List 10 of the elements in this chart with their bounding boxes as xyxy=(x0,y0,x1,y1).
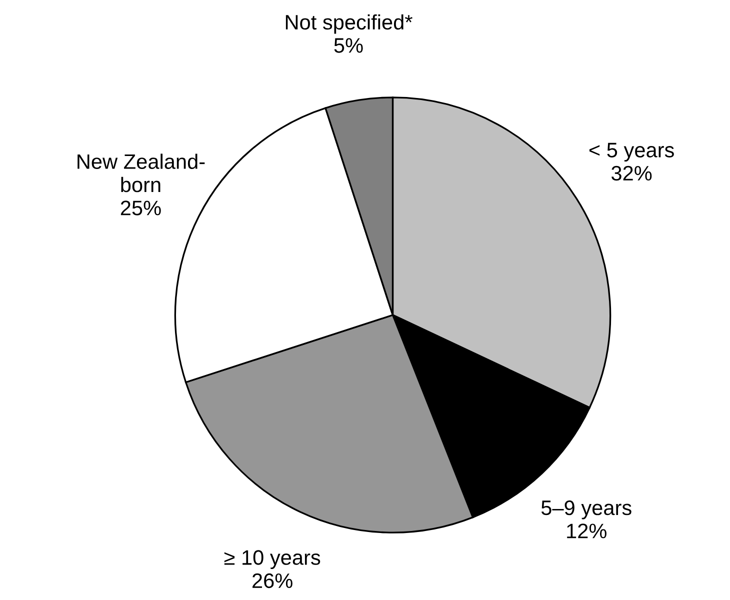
slice-label: < 5 years xyxy=(589,142,674,162)
slice-label: Not specified* xyxy=(286,14,412,34)
data-label: 5% xyxy=(334,38,363,53)
slice-label: New Zealand- born xyxy=(78,154,205,192)
slice-label: ≥ 10 years xyxy=(224,550,320,570)
data-label: 25% xyxy=(120,200,161,216)
data-label: 32% xyxy=(611,166,652,181)
data-label: 26% xyxy=(252,573,292,588)
data-label: 12% xyxy=(567,524,606,538)
slice-label: 5–9 years xyxy=(541,500,632,520)
